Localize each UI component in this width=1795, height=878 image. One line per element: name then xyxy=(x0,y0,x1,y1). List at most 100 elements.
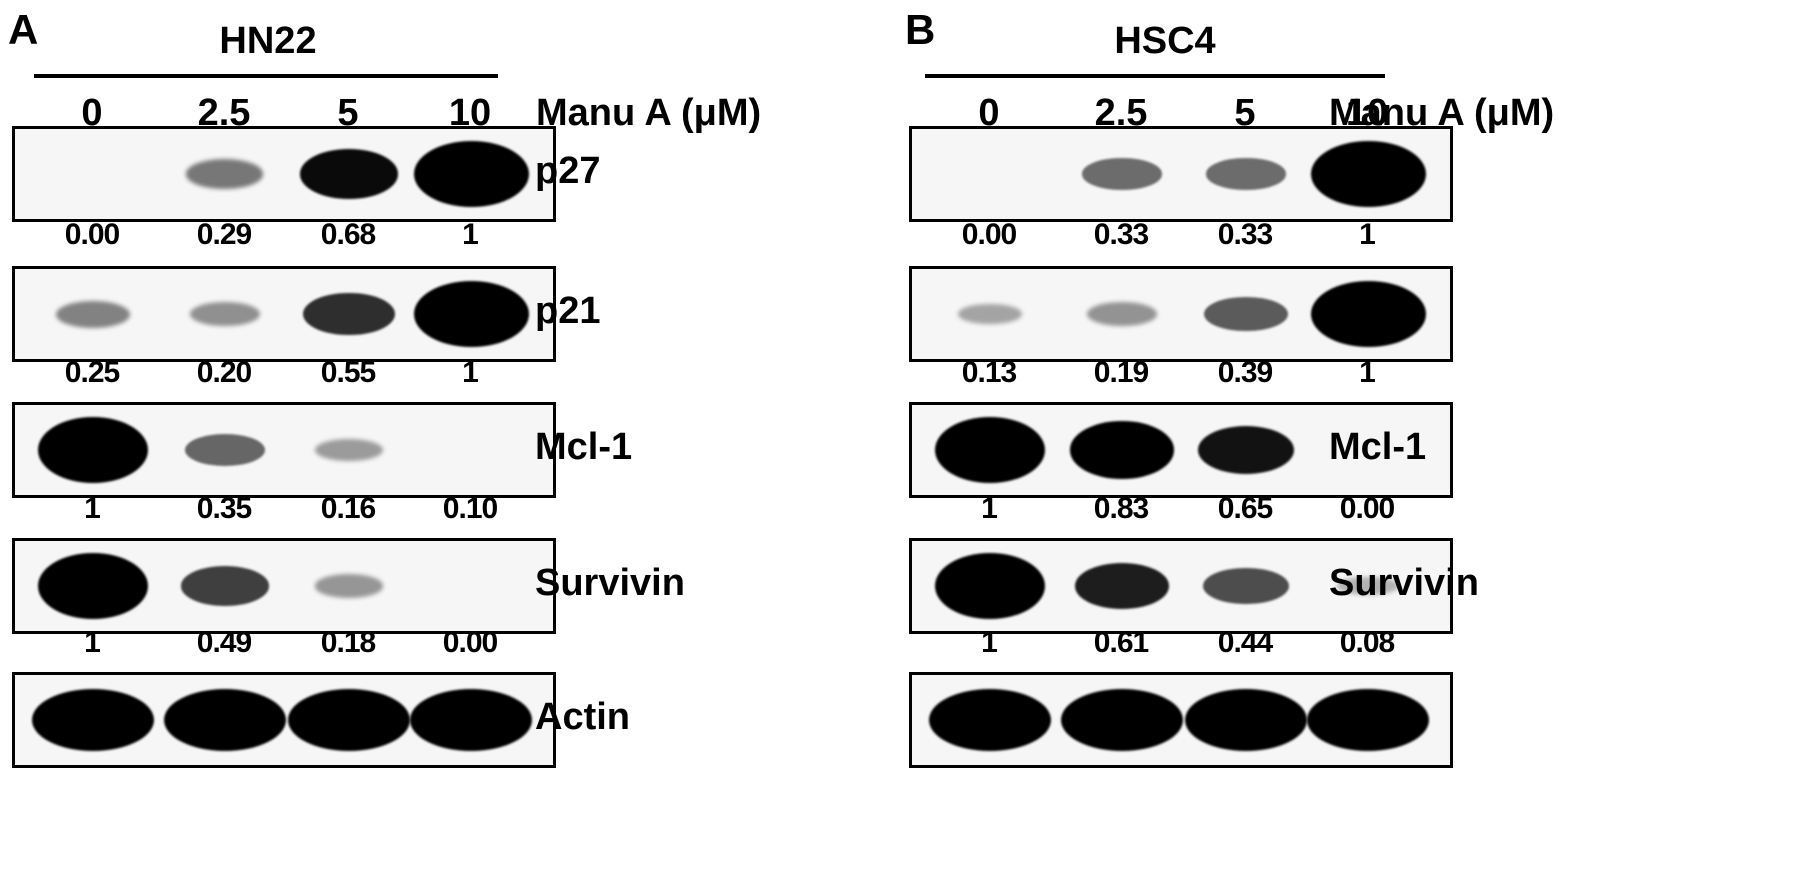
protein-band xyxy=(189,301,261,327)
protein-band xyxy=(1074,563,1170,609)
protein-band xyxy=(1310,281,1426,347)
densitometry-value: 1 xyxy=(981,626,998,659)
protein-label: p21 xyxy=(1329,290,1395,332)
panel-letter: B xyxy=(905,6,936,53)
cell-line-bracket xyxy=(925,74,1385,78)
densitometry-value: 0.25 xyxy=(64,356,120,389)
protein-band xyxy=(180,566,270,606)
western-blot-p27 xyxy=(12,126,556,222)
densitometry-value: 0.08 xyxy=(1339,626,1395,659)
densitometry-value: 0.19 xyxy=(1093,356,1149,389)
concentration-label: 0 xyxy=(81,92,103,134)
densitometry-value: 0.16 xyxy=(320,492,376,525)
protein-band xyxy=(184,433,266,467)
protein-label: Survivin xyxy=(1329,562,1479,604)
densitometry-value: 1 xyxy=(84,626,101,659)
protein-band xyxy=(1185,689,1307,751)
cell-line-label: HN22 xyxy=(219,20,317,62)
protein-label: p27 xyxy=(1329,150,1395,192)
concentration-label: 0 xyxy=(978,92,1000,134)
cell-line-bracket xyxy=(34,74,498,78)
densitometry-value: 0.20 xyxy=(196,356,252,389)
densitometry-value: 1 xyxy=(462,218,479,251)
protein-band xyxy=(38,553,148,619)
densitometry-value: 0.18 xyxy=(320,626,376,659)
protein-band xyxy=(1087,302,1157,326)
protein-label: Survivin xyxy=(535,562,685,604)
densitometry-value: 0.61 xyxy=(1093,626,1149,659)
densitometry-value: 0.83 xyxy=(1093,492,1149,525)
densitometry-value: 0.49 xyxy=(196,626,252,659)
protein-band xyxy=(929,689,1051,751)
panel-a: A HN22 0 2.5 5 10 Manu A (μM) p27 0.00 0.29 0.68 1 p… xyxy=(0,0,897,878)
protein-band xyxy=(1070,421,1174,479)
densitometry-value: 1 xyxy=(462,356,479,389)
densitometry-value: 0.68 xyxy=(320,218,376,251)
densitometry-value: 0.33 xyxy=(1093,218,1149,251)
protein-band xyxy=(410,689,532,751)
protein-label: Mcl-1 xyxy=(1329,426,1427,468)
densitometry-value: 0.00 xyxy=(1339,492,1395,525)
densitometry-value: 0.29 xyxy=(196,218,252,251)
protein-band xyxy=(1337,576,1399,596)
protein-band xyxy=(38,417,148,483)
densitometry-value: 1 xyxy=(1359,356,1376,389)
protein-label: Mcl-1 xyxy=(535,426,633,468)
densitometry-value: 0.39 xyxy=(1217,356,1273,389)
western-blot-p27 xyxy=(909,126,1453,222)
densitometry-value: 0.10 xyxy=(442,492,498,525)
protein-band xyxy=(315,438,383,462)
concentration-label: 5 xyxy=(1234,92,1256,134)
treatment-label: Manu A (μM) xyxy=(536,92,762,134)
densitometry-value: 0.65 xyxy=(1217,492,1273,525)
protein-band xyxy=(935,417,1045,483)
protein-band xyxy=(1307,689,1429,751)
panel-letter: A xyxy=(8,6,39,53)
protein-band xyxy=(413,141,529,207)
protein-band xyxy=(300,149,398,199)
densitometry-value: 1 xyxy=(84,492,101,525)
densitometry-value: 1 xyxy=(981,492,998,525)
densitometry-value: 0.00 xyxy=(961,218,1017,251)
panel-b: B HSC4 0 2.5 5 10 Manu A (μM) p27 0.00 0.33 0.33 1 p… xyxy=(897,0,1794,878)
protein-band xyxy=(935,553,1045,619)
western-blot-survivin xyxy=(909,538,1453,634)
protein-band xyxy=(1061,689,1183,751)
western-blot-mcl-1 xyxy=(909,402,1453,498)
cell-line-label: HSC4 xyxy=(1114,20,1216,62)
protein-band xyxy=(314,574,384,598)
protein-band xyxy=(32,689,154,751)
protein-label: Actin xyxy=(1329,696,1424,738)
western-blot-p21 xyxy=(12,266,556,362)
protein-band xyxy=(957,303,1023,325)
densitometry-value: 0.33 xyxy=(1217,218,1273,251)
western-blot-mcl-1 xyxy=(12,402,556,498)
densitometry-value: 0.55 xyxy=(320,356,376,389)
protein-label: p21 xyxy=(535,290,601,332)
western-blot-actin xyxy=(909,672,1453,768)
protein-band xyxy=(1197,426,1295,474)
protein-band xyxy=(1204,296,1288,332)
protein-band xyxy=(1203,567,1289,605)
protein-band xyxy=(55,300,131,328)
western-blot-p21 xyxy=(909,266,1453,362)
western-blot-actin xyxy=(12,672,556,768)
protein-band xyxy=(1310,141,1426,207)
protein-band xyxy=(288,689,410,751)
densitometry-value: 0.00 xyxy=(64,218,120,251)
densitometry-value: 0.44 xyxy=(1217,626,1273,659)
protein-band xyxy=(186,159,264,189)
densitometry-value: 0.13 xyxy=(961,356,1017,389)
protein-band xyxy=(1206,158,1286,190)
concentration-label: 5 xyxy=(337,92,359,134)
western-blot-survivin xyxy=(12,538,556,634)
densitometry-value: 0.00 xyxy=(442,626,498,659)
protein-label: p27 xyxy=(535,150,601,192)
protein-band xyxy=(164,689,286,751)
protein-label: Actin xyxy=(535,696,630,738)
protein-band xyxy=(1082,158,1162,190)
protein-band xyxy=(303,292,395,336)
protein-band xyxy=(413,281,529,347)
densitometry-value: 0.35 xyxy=(196,492,252,525)
densitometry-value: 1 xyxy=(1359,218,1376,251)
